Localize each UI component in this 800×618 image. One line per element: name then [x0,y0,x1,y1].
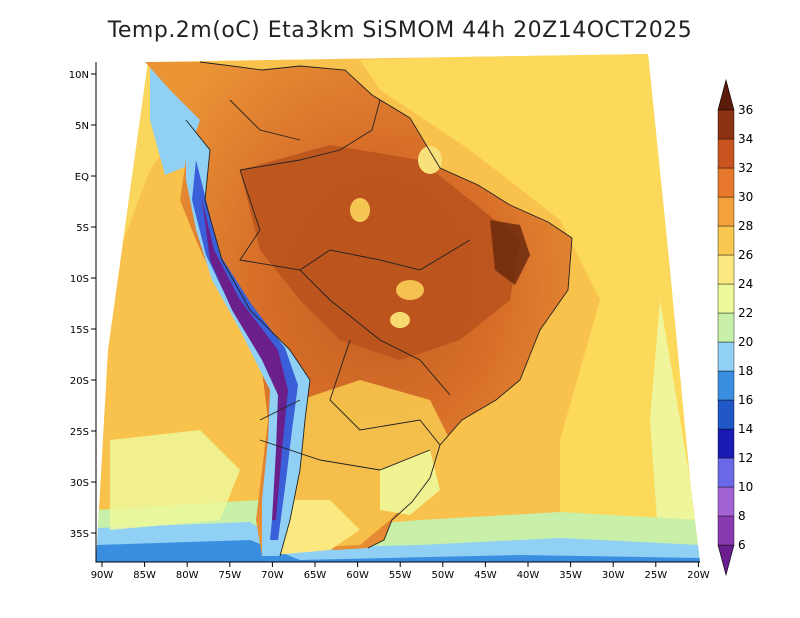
colorbar-band [717,428,735,459]
longitude-axis: 90W 85W 80W 75W 70W 65W 60W 55W 50W 45W 40W 35W 30W 2… [91,562,710,581]
colorbar-label: 24 [738,277,753,291]
lat-label: 5S [76,223,89,234]
colorbar-band [717,138,735,169]
colorbar-label: 28 [738,219,753,233]
lat-label: EQ [75,172,89,183]
lon-label: 30W [602,570,625,581]
pacific-south-pale [110,430,240,530]
lon-label: 40W [517,570,540,581]
colorbar-label: 20 [738,335,753,349]
colorbar-label: 30 [738,190,753,204]
colorbar-label: 32 [738,161,753,175]
highland-patch [396,280,424,300]
colorbar: 6 8 10 12 14 16 18 20 22 24 26 28 30 32 34 36 [717,78,753,577]
colorbar-label: 34 [738,132,753,146]
highland-patch [390,312,410,328]
lon-label: 50W [431,570,454,581]
colorbar-band [717,167,735,198]
colorbar-band [717,399,735,430]
atlantic-east-pale [650,300,700,562]
lon-label: 65W [304,570,327,581]
colorbar-label: 36 [738,103,753,117]
colorbar-label: 6 [738,538,746,552]
colorbar-label: 14 [738,422,753,436]
lat-label: 30S [70,478,89,489]
lon-label: 35W [559,570,582,581]
colorbar-band [717,515,735,546]
colorbar-label: 12 [738,451,753,465]
lat-label: 25S [70,427,89,438]
colorbar-band [717,283,735,314]
colorbar-band [717,196,735,227]
colorbar-label: 18 [738,364,753,378]
colorbar-max-triangle [717,78,735,111]
colorbar-min-triangle [717,544,735,577]
country-borders [185,61,573,557]
lat-label: 20S [70,376,89,387]
lon-label: 60W [346,570,369,581]
colorbar-label: 10 [738,480,753,494]
andes-ridge-cold [192,160,298,540]
latitude-axis: 10N 5N EQ 5S 10S 15S 20S 25S 30S 35S [69,70,96,540]
colorbar-band [717,225,735,256]
highland-patch [418,146,442,174]
lon-label: 20W [687,570,710,581]
map-title: Temp.2m(oC) Eta3km SiSMOM 44h 20Z14OCT20… [107,18,693,43]
colorbar-band [717,312,735,343]
colorbar-label: 8 [738,509,746,523]
colorbar-band [717,109,735,140]
lon-label: 80W [176,570,199,581]
lon-label: 45W [474,570,497,581]
plot-frame [95,62,700,563]
andes-ridge-coldest [202,200,288,520]
highland-patch [350,198,370,222]
colorbar-band [717,457,735,488]
colorbar-label: 26 [738,248,753,262]
lon-label: 70W [261,570,284,581]
lon-label: 90W [91,570,114,581]
northeast-brazil-hottest [490,220,530,285]
uruguay-pampas [380,450,440,515]
colorbar-band [717,486,735,517]
colorbar-label: 22 [738,306,753,320]
colorbar-label: 16 [738,393,753,407]
atlantic-yellow-area [360,54,700,560]
lat-label: 35S [70,529,89,540]
lat-label: 10S [70,274,89,285]
colorbar-band [717,370,735,401]
lon-label: 25W [644,570,667,581]
lon-label: 75W [218,570,241,581]
central-brazil-hot [240,145,520,360]
colorbar-band [717,341,735,372]
lon-label: 85W [133,570,156,581]
lat-label: 10N [69,70,89,81]
colorbar-band [717,254,735,285]
lon-label: 55W [389,570,412,581]
lat-label: 15S [70,325,89,336]
southern-band-blue [96,540,700,562]
lat-label: 5N [75,121,89,132]
